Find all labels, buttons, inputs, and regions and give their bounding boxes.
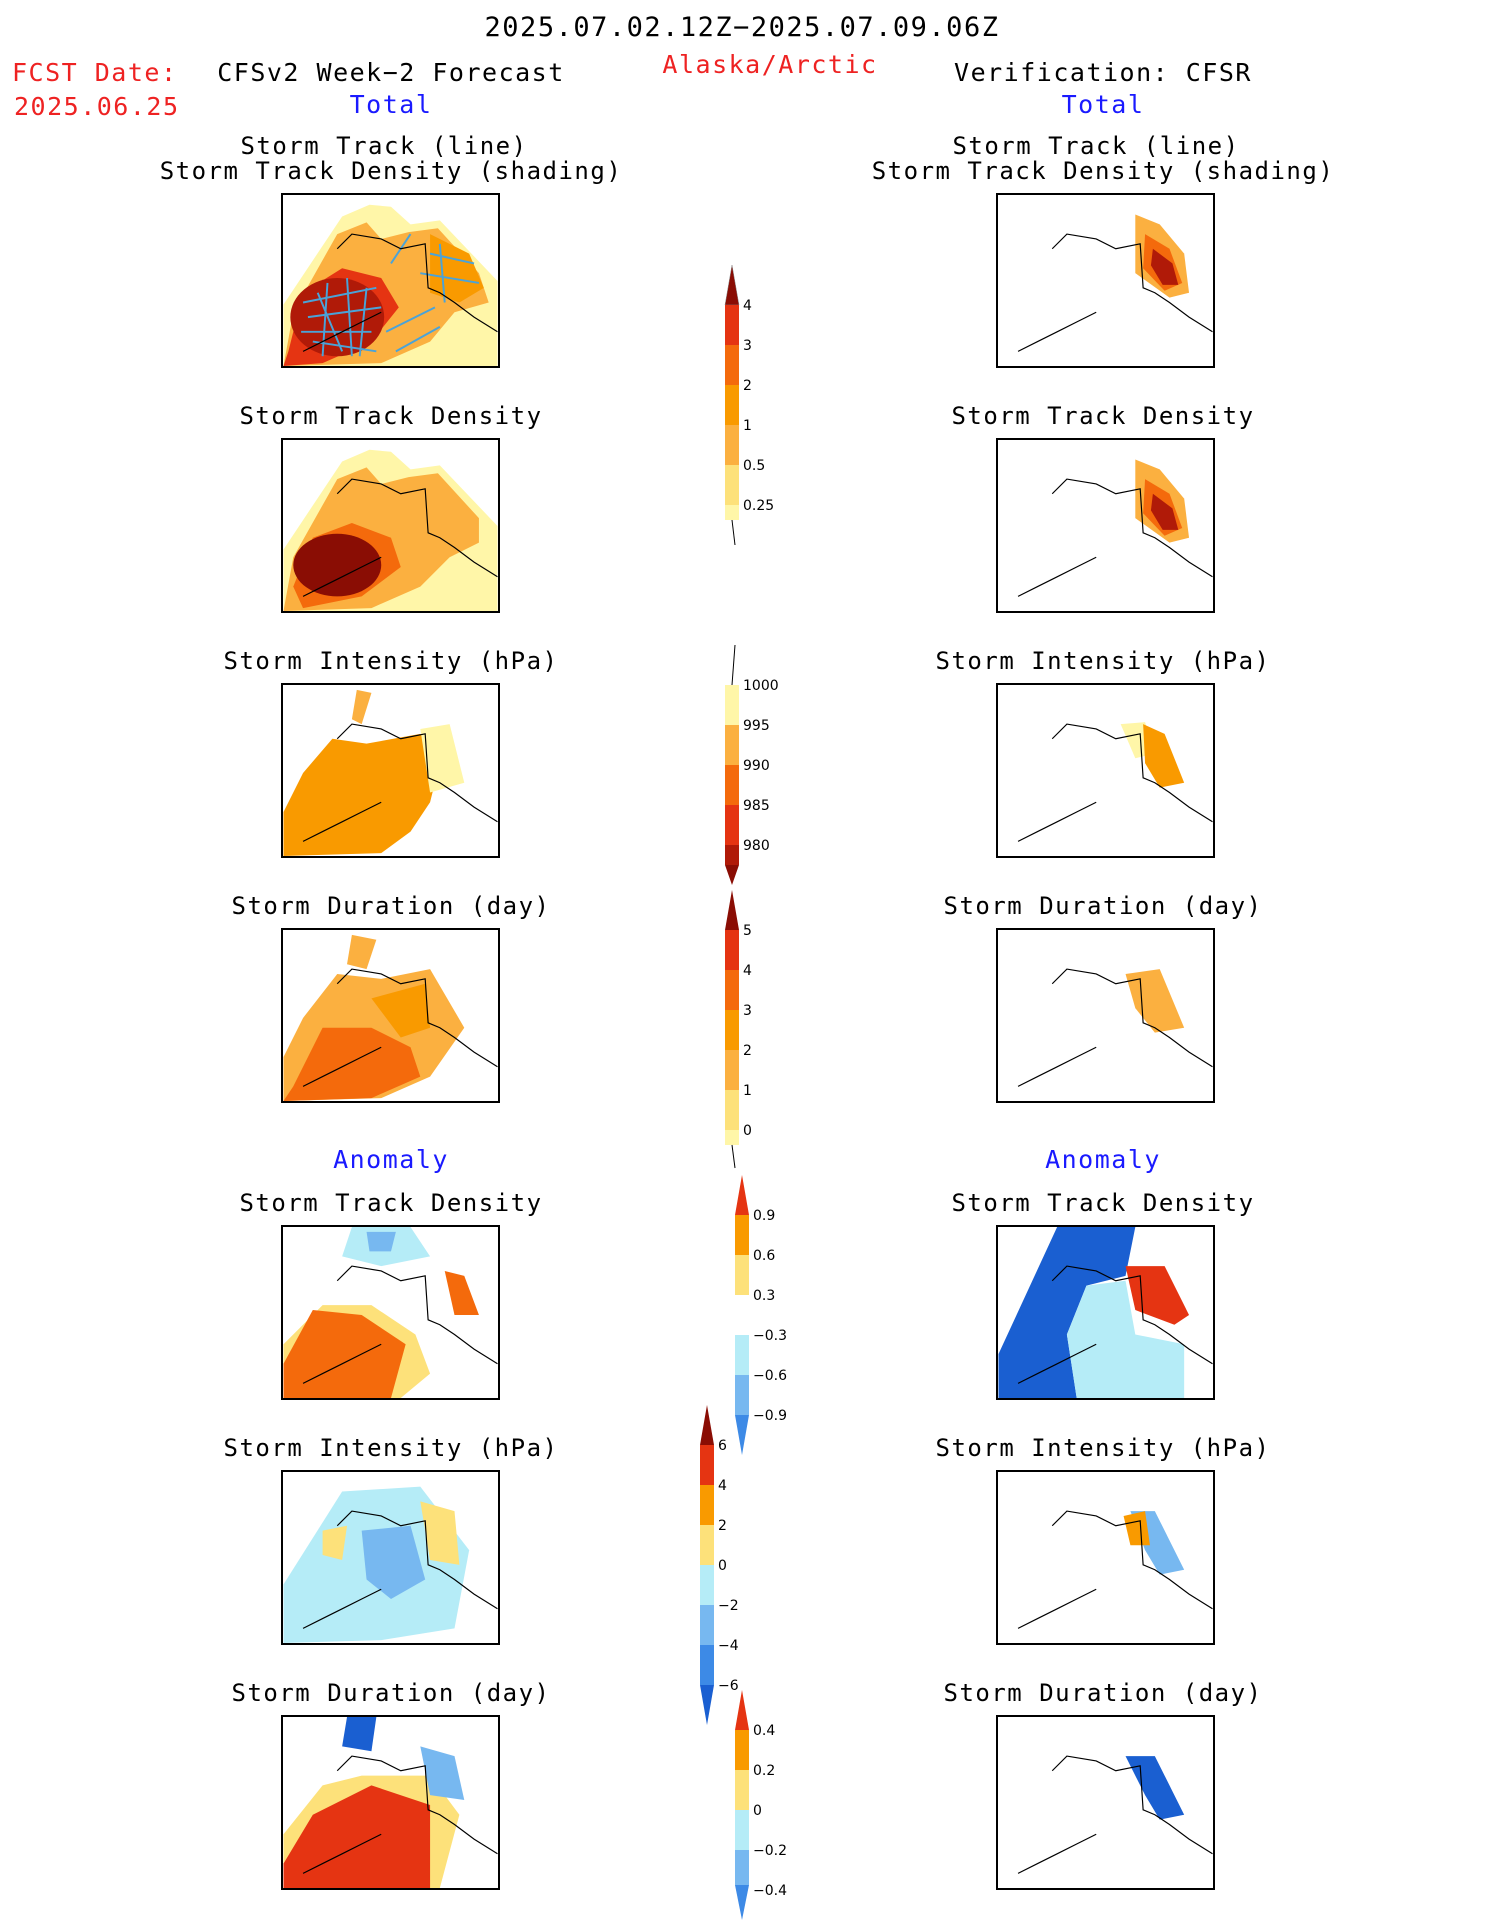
map-fcst-intensity-anom: [281, 1470, 500, 1645]
tick: 4: [743, 963, 752, 979]
tick: 1000: [743, 678, 779, 694]
l1-title-line: Storm Track (line): [240, 132, 528, 160]
map-verif-density-total: [996, 438, 1215, 613]
r1-title-shading: Storm Track Density (shading): [871, 157, 1335, 185]
map-svg: [283, 449, 498, 611]
tick: 980: [743, 838, 770, 854]
tick: 0.4: [753, 1723, 775, 1739]
map-svg: [1017, 1755, 1213, 1874]
right-anomaly-label: Anomaly: [1045, 1145, 1161, 1174]
tick: −0.9: [753, 1408, 787, 1424]
tick: 0.9: [753, 1208, 775, 1224]
tick: 4: [743, 298, 752, 314]
map-verif-storm-track-total: [996, 193, 1215, 368]
map-svg: [283, 1227, 498, 1398]
tick: −0.3: [753, 1328, 787, 1344]
tick: 0.5: [743, 458, 765, 474]
map-fcst-density-anom: [281, 1225, 500, 1400]
map-fcst-duration-anom: [281, 1715, 500, 1890]
colorbar-density-anom: 0.9 0.6 0.3 −0.3 −0.6 −0.9: [735, 1175, 815, 1455]
left-anomaly-label: Anomaly: [333, 1145, 449, 1174]
tick: 3: [743, 338, 752, 354]
colorbar-duration-anom: 0.4 0.2 0 −0.2 −0.4: [735, 1690, 815, 1925]
tick: 5: [743, 923, 752, 939]
tick: −4: [718, 1638, 739, 1654]
map-svg: [283, 204, 498, 366]
l1-title-shading: Storm Track Density (shading): [159, 157, 623, 185]
tick: 0.2: [753, 1763, 775, 1779]
l5-title: Storm Track Density: [239, 1189, 543, 1217]
tick: 0: [718, 1558, 727, 1574]
right-column-title: Verification: CFSR: [954, 58, 1252, 87]
fcst-date-label: FCST Date:: [12, 58, 178, 87]
r6-title: Storm Intensity (hPa): [935, 1434, 1271, 1462]
tick: 990: [743, 758, 770, 774]
fcst-date-value: 2025.06.25: [14, 92, 180, 121]
map-svg: [1017, 722, 1213, 842]
tick: 6: [718, 1438, 727, 1454]
map-fcst-intensity-total: [281, 683, 500, 858]
r3-title: Storm Intensity (hPa): [935, 647, 1271, 675]
colorbar-intensity-total: 1000 995 990 985 980: [725, 644, 805, 885]
map-fcst-duration-total: [281, 928, 500, 1103]
right-total-label: Total: [1061, 90, 1145, 119]
tick: 0: [753, 1803, 762, 1819]
r5-title: Storm Track Density: [951, 1189, 1255, 1217]
tick: 1: [743, 418, 752, 434]
map-svg: [998, 1227, 1213, 1398]
map-fcst-storm-track-total: [281, 193, 500, 368]
tick: 1: [743, 1083, 752, 1099]
l6-title: Storm Intensity (hPa): [223, 1434, 559, 1462]
colorbar-duration-total: 5 4 3 2 1 0: [725, 890, 805, 1170]
r2-title: Storm Track Density: [951, 402, 1255, 430]
tick: 0.6: [753, 1248, 775, 1264]
r4-title: Storm Duration (day): [943, 892, 1263, 920]
region-title: Alaska/Arctic: [662, 50, 878, 79]
map-verif-intensity-total: [996, 683, 1215, 858]
tick: −0.4: [753, 1883, 787, 1899]
l7-title: Storm Duration (day): [231, 1679, 551, 1707]
tick: 0.25: [743, 498, 774, 514]
l4-title: Storm Duration (day): [231, 892, 551, 920]
r1-title-line: Storm Track (line): [952, 132, 1240, 160]
tick: 2: [718, 1518, 727, 1534]
forecast-period: 2025.07.02.12Z−2025.07.09.06Z: [484, 12, 1000, 43]
tick: 985: [743, 798, 770, 814]
map-svg: [283, 934, 498, 1101]
map-svg: [1017, 214, 1213, 352]
map-fcst-density-total: [281, 438, 500, 613]
colorbar-density-total: 4 3 2 1 0.5 0.25: [724, 264, 805, 550]
tick: 4: [718, 1478, 727, 1494]
map-verif-density-anom: [996, 1225, 1215, 1400]
tick: −0.2: [753, 1843, 787, 1859]
tick: −2: [718, 1598, 739, 1614]
r7-title: Storm Duration (day): [943, 1679, 1263, 1707]
colorbar-intensity-anom: 6 4 2 0 −2 −4 −6: [700, 1405, 780, 1725]
tick: 3: [743, 1003, 752, 1019]
map-svg: [283, 1717, 498, 1888]
map-svg: [283, 1486, 498, 1643]
left-total-label: Total: [349, 90, 433, 119]
tick: −6: [718, 1678, 739, 1694]
map-verif-duration-total: [996, 928, 1215, 1103]
map-verif-intensity-anom: [996, 1470, 1215, 1645]
tick: 0: [743, 1123, 752, 1139]
tick: 2: [743, 1043, 752, 1059]
left-column-title: CFSv2 Week−2 Forecast: [217, 58, 565, 87]
tick: −0.6: [753, 1368, 787, 1384]
l3-title: Storm Intensity (hPa): [223, 647, 559, 675]
map-svg: [1017, 1510, 1213, 1629]
map-svg: [1017, 459, 1213, 597]
tick: 0.3: [753, 1288, 775, 1304]
tick: 2: [743, 378, 752, 394]
map-svg: [283, 689, 498, 856]
tick: 995: [743, 718, 770, 734]
map-verif-duration-anom: [996, 1715, 1215, 1890]
l2-title: Storm Track Density: [239, 402, 543, 430]
map-svg: [1017, 968, 1213, 1087]
